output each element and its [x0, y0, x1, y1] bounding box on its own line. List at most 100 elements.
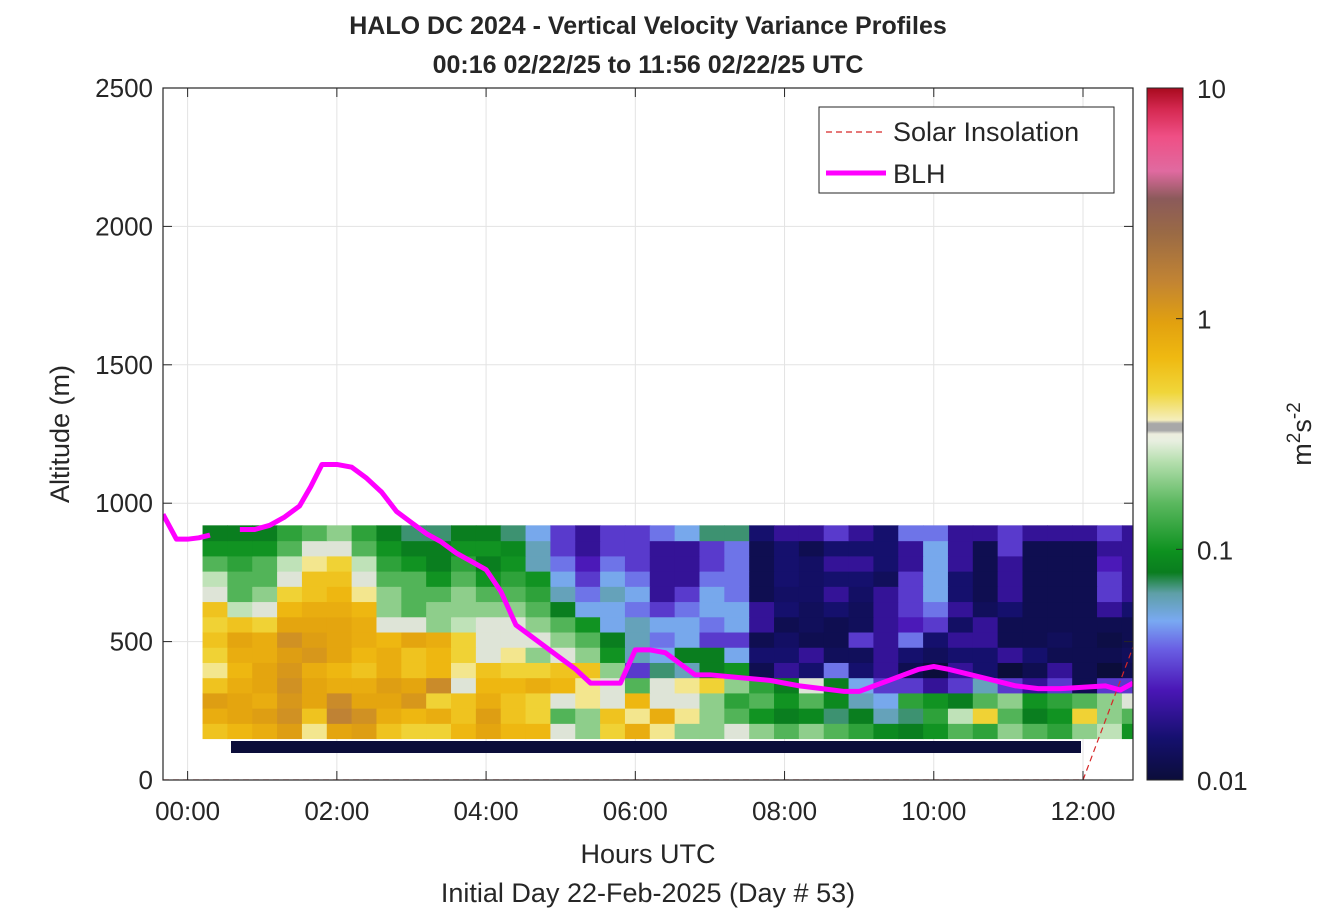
heatmap-cell — [525, 708, 552, 724]
heatmap-cell — [475, 708, 502, 724]
heatmap-cell — [898, 708, 924, 724]
heatmap-cell — [674, 708, 701, 724]
heatmap-cell — [252, 708, 278, 724]
heatmap-cell — [550, 540, 576, 557]
heatmap-cell — [873, 647, 899, 663]
heatmap-cell — [326, 601, 353, 618]
heatmap-cell — [301, 601, 328, 618]
heatmap-cell — [500, 723, 527, 740]
heatmap-cell — [923, 555, 949, 572]
heatmap-cell — [202, 586, 228, 603]
heatmap-cell — [972, 616, 999, 633]
heatmap-cell — [848, 601, 875, 618]
y-tick-label: 1000 — [95, 488, 153, 518]
heatmap-cell — [1121, 662, 1133, 679]
heatmap-cell — [724, 723, 750, 740]
heatmap-cell — [972, 708, 999, 724]
heatmap-cell — [649, 677, 676, 694]
heatmap-cell — [426, 677, 452, 694]
heatmap-cell — [301, 586, 328, 603]
heatmap-cell — [674, 555, 701, 572]
heatmap-cell — [972, 525, 999, 542]
heatmap-cell — [624, 692, 651, 709]
heatmap-cell — [724, 662, 750, 679]
heatmap-cell — [798, 571, 825, 587]
heatmap-cell — [898, 525, 924, 542]
heatmap-cell — [326, 571, 353, 587]
heatmap-cell — [376, 571, 402, 587]
heatmap-cell — [451, 677, 477, 694]
heatmap-cell — [426, 586, 452, 603]
heatmap-cell — [252, 677, 278, 694]
heatmap-cell — [401, 586, 427, 603]
heatmap-cell — [525, 647, 552, 663]
heatmap-cell — [301, 540, 328, 557]
heatmap-cell — [1121, 571, 1133, 587]
heatmap-cell — [724, 586, 750, 603]
heatmap-cell — [1022, 708, 1048, 724]
heatmap-cell — [947, 723, 974, 740]
heatmap-cell — [1246, 723, 1271, 739]
heatmap-cell — [227, 662, 253, 679]
heatmap-cell — [202, 555, 228, 572]
heatmap-cell — [351, 616, 378, 633]
heatmap-cell — [1047, 662, 1073, 679]
heatmap-cell — [227, 708, 253, 724]
heatmap-cell — [525, 662, 552, 679]
heatmap-cell — [823, 647, 850, 663]
heatmap-cell — [1246, 708, 1271, 724]
heatmap-cell — [1047, 616, 1073, 633]
heatmap-cell — [997, 723, 1024, 740]
heatmap-cell — [401, 647, 427, 663]
heatmap-cell — [202, 525, 228, 542]
heatmap-cell — [600, 708, 626, 724]
x-axis-sublabel: Initial Day 22-Feb-2025 (Day # 53) — [441, 878, 855, 908]
heatmap-cell — [1121, 723, 1133, 740]
heatmap-cell — [724, 601, 750, 618]
heatmap-cell — [475, 616, 502, 633]
heatmap-cell — [1022, 631, 1048, 648]
x-tick-label: 06:00 — [603, 796, 668, 826]
heatmap-cell — [624, 586, 651, 603]
heatmap-cell — [500, 708, 527, 724]
heatmap-cell — [873, 708, 899, 724]
heatmap-cell — [898, 723, 924, 740]
x-tick-label: 00:00 — [155, 796, 220, 826]
heatmap-cell — [774, 616, 800, 633]
heatmap-cell — [674, 525, 701, 542]
heatmap-cell — [724, 677, 750, 694]
heatmap-cell — [525, 571, 552, 587]
heatmap-cell — [997, 571, 1024, 587]
heatmap-cell — [301, 692, 328, 709]
heatmap-cell — [1097, 692, 1123, 709]
heatmap-cell — [426, 662, 452, 679]
heatmap-cell — [351, 540, 378, 557]
heatmap-cell — [1221, 723, 1246, 739]
colorbar-tick-label: 1 — [1197, 305, 1211, 335]
heatmap-cell — [575, 540, 601, 557]
heatmap-cell — [997, 540, 1024, 557]
heatmap-cell — [923, 723, 949, 740]
heatmap-cell — [376, 525, 402, 542]
heatmap-cell — [277, 708, 303, 724]
heatmap-cell — [376, 692, 402, 709]
heatmap-cell — [1022, 647, 1048, 663]
heatmap-cell — [873, 631, 899, 648]
heatmap-cell — [500, 540, 527, 557]
heatmap-cell — [202, 677, 228, 694]
heatmap-cell — [202, 601, 228, 618]
heatmap-cell — [500, 586, 527, 603]
heatmap-cell — [401, 540, 427, 557]
heatmap-cell — [873, 571, 899, 587]
heatmap-cell — [401, 692, 427, 709]
heatmap-cell — [575, 525, 601, 542]
heatmap-cell — [674, 723, 701, 740]
heatmap-cell — [525, 616, 552, 633]
heatmap-cell — [898, 677, 924, 694]
heatmap-cell — [326, 631, 353, 648]
heatmap-cell — [798, 540, 825, 557]
heatmap-cell — [426, 692, 452, 709]
heatmap-cell — [1072, 708, 1098, 724]
heatmap-cell — [252, 601, 278, 618]
